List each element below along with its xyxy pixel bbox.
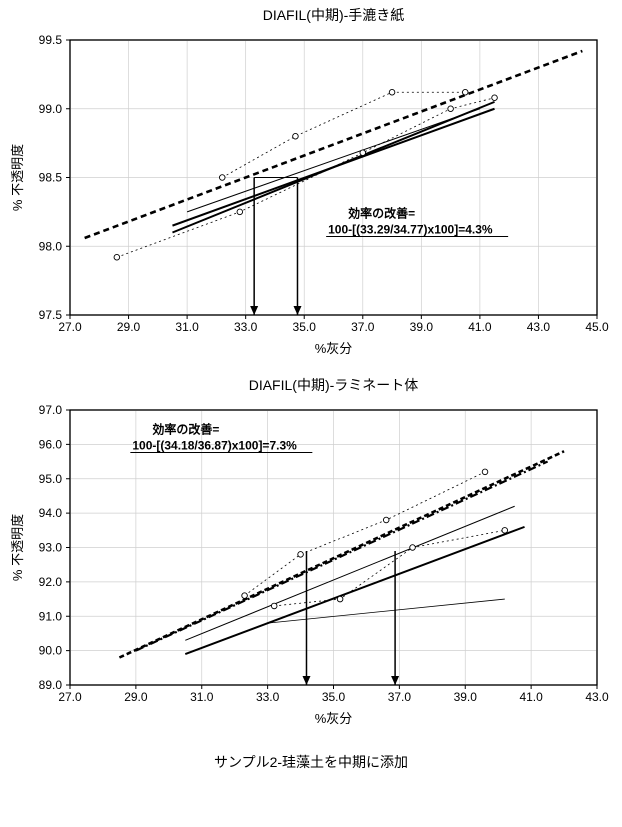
svg-text:43.0: 43.0 xyxy=(527,320,551,334)
chart-2-svg: 27.0 29.0 31.0 33.0 35.0 37.0 39.0 41.0 43.0 89.0… xyxy=(0,370,622,740)
svg-text:DIAFIL(中期)-手漉き紙: DIAFIL(中期)-手漉き紙 xyxy=(263,7,405,23)
svg-text:98.0: 98.0 xyxy=(39,239,63,253)
svg-text:%灰分: %灰分 xyxy=(315,711,353,726)
svg-text:100-[(33.29/34.77)x100]=4.3%: 100-[(33.29/34.77)x100]=4.3% xyxy=(328,223,493,237)
svg-text:94.0: 94.0 xyxy=(39,506,63,520)
svg-text:96.0: 96.0 xyxy=(39,437,63,451)
svg-text:DIAFIL(中期)-ラミネート体: DIAFIL(中期)-ラミネート体 xyxy=(249,377,419,393)
svg-text:93.0: 93.0 xyxy=(39,541,63,555)
svg-text:29.0: 29.0 xyxy=(124,690,148,704)
svg-text:37.0: 37.0 xyxy=(351,320,375,334)
chart-1-svg: 27.0 29.0 31.0 33.0 35.0 37.0 39.0 41.0 43.0 45.0… xyxy=(0,0,622,370)
svg-text:% 不透明度: % 不透明度 xyxy=(10,144,25,211)
svg-text:89.0: 89.0 xyxy=(39,678,63,692)
svg-text:97.0: 97.0 xyxy=(39,403,63,417)
svg-text:39.0: 39.0 xyxy=(454,690,478,704)
svg-text:29.0: 29.0 xyxy=(117,320,141,334)
svg-text:31.0: 31.0 xyxy=(190,690,214,704)
figure-caption: サンプル2-珪藻土を中期に添加 xyxy=(0,740,622,792)
svg-text:33.0: 33.0 xyxy=(234,320,258,334)
svg-text:100-[(34.18/36.87)x100]=7.3%: 100-[(34.18/36.87)x100]=7.3% xyxy=(132,439,297,453)
svg-text:41.0: 41.0 xyxy=(519,690,543,704)
svg-text:35.0: 35.0 xyxy=(322,690,346,704)
svg-text:31.0: 31.0 xyxy=(175,320,199,334)
svg-text:効率の改善=: 効率の改善= xyxy=(348,206,415,221)
chart-2-container: 27.0 29.0 31.0 33.0 35.0 37.0 39.0 41.0 43.0 89.0… xyxy=(0,370,622,740)
svg-text:45.0: 45.0 xyxy=(585,320,609,334)
svg-text:% 不透明度: % 不透明度 xyxy=(10,514,25,581)
svg-text:90.0: 90.0 xyxy=(39,644,63,658)
svg-text:43.0: 43.0 xyxy=(585,690,609,704)
svg-text:41.0: 41.0 xyxy=(468,320,492,334)
svg-text:91.0: 91.0 xyxy=(39,609,63,623)
svg-text:39.0: 39.0 xyxy=(410,320,434,334)
svg-text:27.0: 27.0 xyxy=(58,320,82,334)
svg-text:37.0: 37.0 xyxy=(388,690,412,704)
svg-text:33.0: 33.0 xyxy=(256,690,280,704)
svg-text:効率の改善=: 効率の改善= xyxy=(152,422,219,437)
svg-text:27.0: 27.0 xyxy=(58,690,82,704)
svg-text:92.0: 92.0 xyxy=(39,575,63,589)
svg-text:%灰分: %灰分 xyxy=(315,341,353,356)
chart-1-container: 27.0 29.0 31.0 33.0 35.0 37.0 39.0 41.0 43.0 45.0… xyxy=(0,0,622,370)
svg-text:99.0: 99.0 xyxy=(39,102,63,116)
svg-text:97.5: 97.5 xyxy=(39,308,63,322)
svg-text:99.5: 99.5 xyxy=(39,33,63,47)
svg-text:98.5: 98.5 xyxy=(39,171,63,185)
svg-text:95.0: 95.0 xyxy=(39,472,63,486)
svg-text:35.0: 35.0 xyxy=(293,320,317,334)
